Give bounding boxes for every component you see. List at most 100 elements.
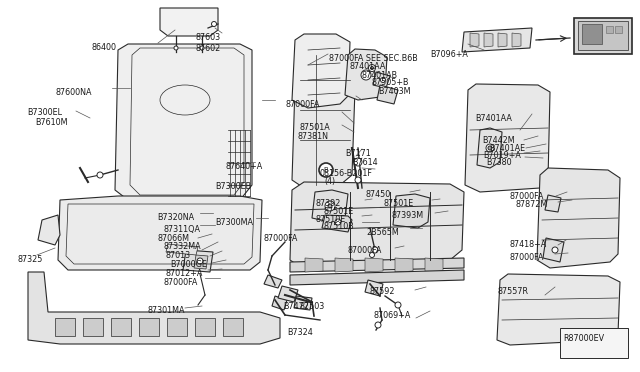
FancyBboxPatch shape <box>578 21 628 50</box>
Polygon shape <box>425 258 443 272</box>
Polygon shape <box>278 286 298 302</box>
Polygon shape <box>497 274 620 345</box>
Text: R87000EV: R87000EV <box>563 334 604 343</box>
Circle shape <box>369 253 374 257</box>
Circle shape <box>200 46 204 50</box>
Circle shape <box>369 64 376 71</box>
FancyBboxPatch shape <box>574 18 632 54</box>
Polygon shape <box>292 50 356 188</box>
Text: 87557R: 87557R <box>498 287 529 296</box>
Bar <box>615 26 622 33</box>
Text: 87392: 87392 <box>316 199 341 208</box>
Polygon shape <box>545 195 561 212</box>
Circle shape <box>371 67 374 70</box>
Circle shape <box>335 219 341 225</box>
Text: 87000FA: 87000FA <box>510 253 545 262</box>
Polygon shape <box>111 318 131 336</box>
Circle shape <box>319 163 333 177</box>
Text: B7000GE: B7000GE <box>170 260 207 269</box>
Circle shape <box>361 70 371 80</box>
Text: 87503: 87503 <box>300 302 325 311</box>
Polygon shape <box>55 318 75 336</box>
Text: B7614: B7614 <box>352 158 378 167</box>
Polygon shape <box>465 84 550 192</box>
Polygon shape <box>223 318 243 336</box>
Text: 87393M: 87393M <box>392 211 424 220</box>
Text: 87401AB: 87401AB <box>361 71 397 80</box>
Polygon shape <box>345 49 387 100</box>
Polygon shape <box>166 244 198 255</box>
Polygon shape <box>335 258 353 272</box>
Polygon shape <box>462 28 532 52</box>
Polygon shape <box>58 196 262 270</box>
Text: B7472: B7472 <box>283 302 309 311</box>
Text: 87401AA: 87401AA <box>349 62 385 71</box>
Text: 87069+A: 87069+A <box>373 311 410 320</box>
Text: 87000FA SEE SEC.B6B: 87000FA SEE SEC.B6B <box>329 54 418 63</box>
Polygon shape <box>28 272 280 344</box>
Text: 87301MA: 87301MA <box>148 306 186 315</box>
Text: 87000FA: 87000FA <box>163 278 197 287</box>
Text: 87510B: 87510B <box>323 222 354 231</box>
Polygon shape <box>498 33 507 47</box>
Text: B7096+A: B7096+A <box>430 50 468 59</box>
Text: B7401AE: B7401AE <box>489 144 525 153</box>
Circle shape <box>552 247 558 253</box>
Polygon shape <box>395 258 413 272</box>
Polygon shape <box>377 85 398 104</box>
Polygon shape <box>290 270 464 285</box>
Polygon shape <box>373 72 390 88</box>
Polygon shape <box>292 34 350 108</box>
Polygon shape <box>38 215 60 245</box>
Circle shape <box>486 144 494 152</box>
Circle shape <box>97 172 103 178</box>
Circle shape <box>375 322 381 328</box>
Polygon shape <box>115 44 252 200</box>
Text: 87640+A: 87640+A <box>225 162 262 171</box>
Text: 87013: 87013 <box>166 251 191 260</box>
Text: 87501E: 87501E <box>384 199 414 208</box>
Text: 86400: 86400 <box>92 43 117 52</box>
Text: (4): (4) <box>324 177 335 186</box>
Circle shape <box>488 146 492 150</box>
Text: B7300EB: B7300EB <box>215 182 251 191</box>
Text: 87603: 87603 <box>195 33 220 42</box>
Polygon shape <box>139 318 159 336</box>
Text: 87501A: 87501A <box>299 123 330 132</box>
Polygon shape <box>484 33 493 47</box>
Text: B7019+A: B7019+A <box>483 151 521 160</box>
Text: 87381N: 87381N <box>297 132 328 141</box>
Text: B7401AA: B7401AA <box>475 114 512 123</box>
Text: B7171: B7171 <box>345 149 371 158</box>
Text: 87066M: 87066M <box>158 234 190 243</box>
Polygon shape <box>543 238 564 262</box>
Text: 87000FA: 87000FA <box>348 246 382 255</box>
Polygon shape <box>477 128 502 168</box>
Text: 2B565M: 2B565M <box>366 228 399 237</box>
Text: 87602: 87602 <box>195 44 220 53</box>
Polygon shape <box>305 258 323 272</box>
Circle shape <box>381 77 385 83</box>
Polygon shape <box>272 296 287 310</box>
Circle shape <box>174 46 178 50</box>
Text: B7610M: B7610M <box>35 118 67 127</box>
Text: B7324: B7324 <box>287 328 313 337</box>
Text: 08156-B201F: 08156-B201F <box>319 169 372 178</box>
Text: 87450: 87450 <box>366 190 391 199</box>
Text: B7442M: B7442M <box>482 136 515 145</box>
Bar <box>582 24 602 44</box>
Text: B7380: B7380 <box>486 158 511 167</box>
Text: 87000FA: 87000FA <box>263 234 298 243</box>
Text: B7403M: B7403M <box>378 87 410 96</box>
Circle shape <box>395 302 401 308</box>
Polygon shape <box>470 33 479 47</box>
Text: 87505+B: 87505+B <box>372 78 410 87</box>
Text: 87311QA: 87311QA <box>163 225 200 234</box>
Polygon shape <box>393 194 430 228</box>
Circle shape <box>325 201 335 211</box>
Polygon shape <box>537 168 620 268</box>
Text: 87872M: 87872M <box>516 200 548 209</box>
Bar <box>560 328 628 358</box>
Text: B7300EL: B7300EL <box>27 108 62 117</box>
Text: B: B <box>324 167 328 173</box>
